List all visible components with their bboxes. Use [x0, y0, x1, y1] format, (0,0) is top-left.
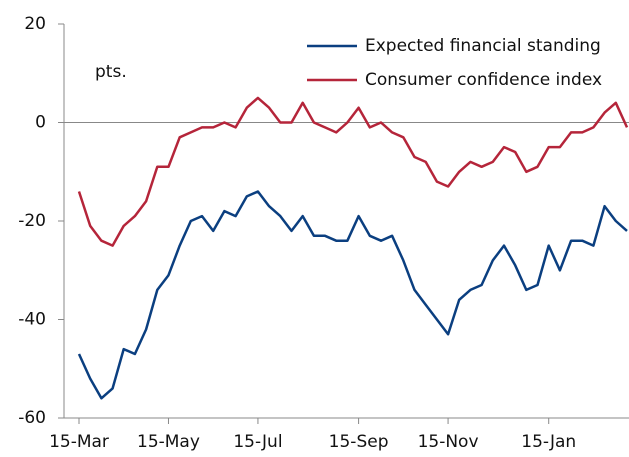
legend-label: Expected financial standing: [365, 36, 601, 56]
x-tick-label: 15-Jan: [521, 432, 576, 452]
y-tick-label: -40: [18, 310, 46, 330]
x-tick-label: 15-Nov: [418, 432, 479, 452]
y-tick-label: -20: [18, 211, 46, 231]
y-tick-label: -60: [18, 408, 46, 428]
y-tick-label: 20: [24, 14, 46, 34]
x-tick-label: 15-Jul: [233, 432, 282, 452]
unit-annotation: pts.: [95, 62, 127, 82]
series-line: [77, 190, 628, 400]
x-tick-label: 15-May: [137, 432, 200, 452]
series-line: [77, 96, 629, 247]
y-tick-label: 0: [35, 113, 46, 133]
x-tick-label: 15-Mar: [49, 432, 109, 452]
x-tick-label: 15-Sep: [329, 432, 389, 452]
legend-label: Consumer confidence index: [365, 70, 602, 90]
